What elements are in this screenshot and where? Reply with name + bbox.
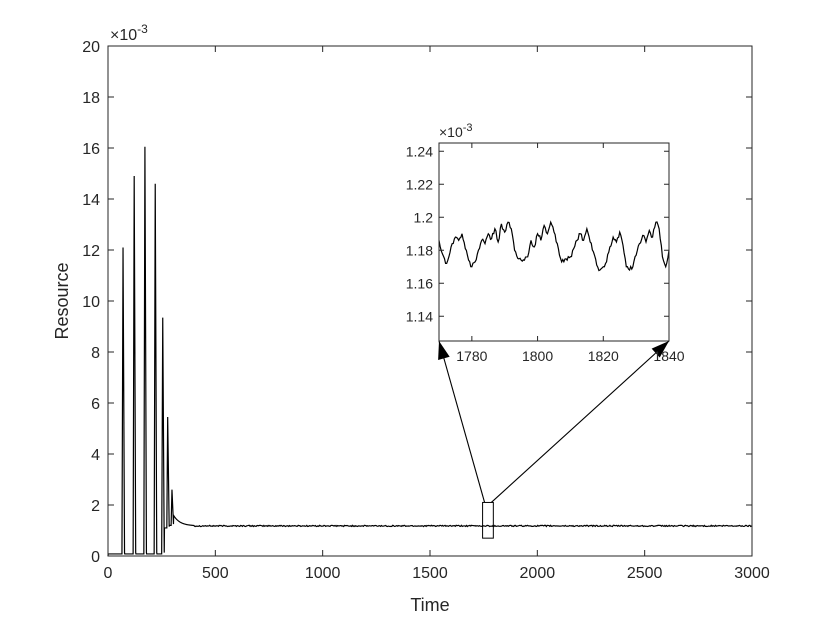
main-x-ticks: 0 500 1000 1500 2000 2500 3000: [104, 46, 770, 582]
inset-y-tick-label: 1.22: [406, 176, 433, 192]
inset-x-tick-label: 1780: [456, 348, 487, 364]
y-tick-label: 12: [82, 243, 100, 260]
inset-plot-area: [438, 220, 670, 272]
inset-x-tick-label: 1800: [522, 348, 553, 364]
y-tick-label: 14: [82, 192, 100, 209]
inset-y-axis-exponent: ×10-3: [439, 122, 473, 140]
inset-y-tick-label: 1.24: [406, 143, 433, 159]
inset-x-tick-label: 1820: [588, 348, 619, 364]
inset-y-tick-label: 1.14: [406, 308, 433, 324]
x-tick-label: 1000: [305, 565, 341, 582]
main-plot-area: [107, 146, 752, 557]
y-tick-label: 18: [82, 90, 100, 107]
x-tick-label: 500: [202, 565, 229, 582]
inset-y-tick-label: 1.2: [414, 209, 434, 225]
inset-background: [439, 143, 669, 341]
y-tick-label: 8: [91, 345, 100, 362]
zoom-arrow-right-head: [651, 341, 669, 358]
zoom-box: [482, 501, 494, 539]
zoom-arrow-left-head: [438, 341, 450, 360]
y-tick-label: 4: [91, 447, 100, 464]
x-tick-label: 2000: [520, 565, 556, 582]
x-axis-label: Time: [410, 595, 449, 615]
y-tick-label: 6: [91, 396, 100, 413]
y-tick-label: 20: [82, 39, 100, 56]
y-exponent-base: ×10: [110, 27, 137, 44]
x-tick-label: 0: [104, 565, 113, 582]
y-exponent-power: -3: [137, 22, 148, 36]
y-tick-label: 10: [82, 294, 100, 311]
inset-y-exponent-base: ×10: [439, 124, 463, 140]
x-tick-label: 2500: [627, 565, 663, 582]
inset-axes-frame: [438, 142, 670, 342]
inset-x-ticks: 1780 1800 1820 1840: [456, 143, 685, 364]
inset-axes: 1780 1800 1820 1840 1.14 1.16 1.18 1.2 1.22 1.24…: [406, 122, 685, 364]
y-tick-label: 2: [91, 498, 100, 515]
inset-y-ticks: 1.14 1.16 1.18 1.2 1.22 1.24: [406, 143, 669, 324]
y-tick-label: 16: [82, 141, 100, 158]
inset-y-tick-label: 1.16: [406, 275, 433, 291]
main-axes: 0 500 1000 1500 2000 2500 3000 0 2 4 6 8 10 12 14 16 18…: [52, 22, 770, 615]
inset-x-tick-label: 1840: [653, 348, 684, 364]
x-tick-label: 1500: [412, 565, 448, 582]
zoom-indicator: [438, 340, 670, 539]
inset-series-line: [438, 220, 670, 272]
y-axis-label: Resource: [52, 262, 72, 339]
inset-y-tick-label: 1.18: [406, 242, 433, 258]
main-series-line: [107, 146, 752, 557]
y-tick-label: 0: [91, 549, 100, 566]
zoom-arrow-left: [438, 340, 486, 503]
x-tick-label: 3000: [734, 565, 770, 582]
zoom-arrow-right: [490, 340, 670, 503]
inset-y-exponent-power: -3: [463, 122, 473, 134]
y-axis-exponent: ×10-3: [110, 22, 148, 44]
